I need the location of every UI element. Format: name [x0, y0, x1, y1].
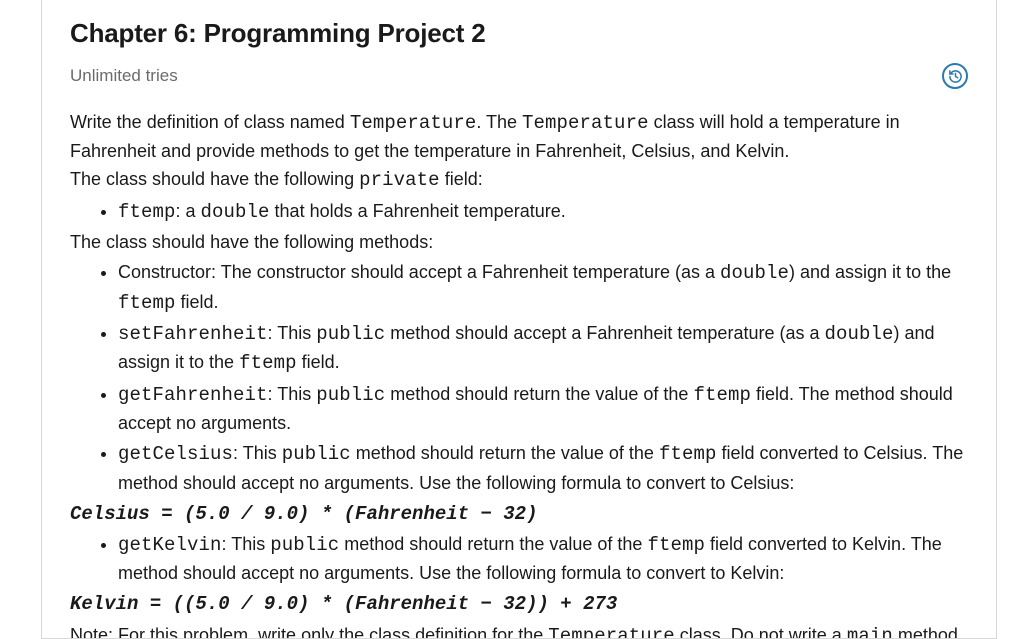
history-icon	[948, 69, 963, 84]
text: Note: For this problem, write only the c…	[70, 625, 548, 639]
list-item: setFahrenheit: This public method should…	[118, 320, 968, 379]
methods-list: Constructor: The constructor should acce…	[70, 259, 968, 497]
text: : This	[222, 534, 271, 554]
code-double: double	[720, 262, 789, 284]
text: : This	[268, 323, 317, 343]
code-double: double	[201, 201, 270, 223]
code-ftemp: ftemp	[659, 443, 717, 465]
list-item: getCelsius: This public method should re…	[118, 440, 968, 497]
text: method should return the value of the	[385, 384, 693, 404]
text: method should return the value of the	[351, 443, 659, 463]
text: method should accept a Fahrenheit temper…	[385, 323, 824, 343]
list-item: getKelvin: This public method should ret…	[118, 531, 968, 588]
code-ftemp: ftemp	[239, 352, 297, 374]
attempts-label: Unlimited tries	[70, 66, 178, 86]
code-public: public	[270, 534, 339, 556]
code-ftemp: ftemp	[118, 292, 176, 314]
celsius-formula: Celsius = (5.0 / 9.0) * (Fahrenheit − 32…	[70, 500, 968, 529]
page: Chapter 6: Programming Project 2 Unlimit…	[0, 0, 1024, 639]
text: . The	[476, 112, 522, 132]
code-private: private	[359, 169, 440, 191]
exercise-body: Write the definition of class named Temp…	[70, 109, 968, 639]
code-temperature: Temperature	[548, 625, 675, 639]
fields-list: ftemp: a double that holds a Fahrenheit …	[70, 198, 968, 227]
text: : This	[268, 384, 317, 404]
code-public: public	[282, 443, 351, 465]
text: class. Do not write a	[675, 625, 847, 639]
text: field:	[440, 169, 483, 189]
code-ftemp: ftemp	[693, 384, 751, 406]
methods-line: The class should have the following meth…	[70, 229, 968, 257]
code-ftemp: ftemp	[118, 201, 176, 223]
text: field.	[176, 292, 219, 312]
code-temperature: Temperature	[522, 112, 649, 134]
note-paragraph: Note: For this problem, write only the c…	[70, 622, 968, 639]
private-field-line: The class should have the following priv…	[70, 166, 968, 195]
text: The class should have the following	[70, 169, 359, 189]
list-item: Constructor: The constructor should acce…	[118, 259, 968, 318]
code-getcelsius: getCelsius	[118, 443, 233, 465]
text: : This	[233, 443, 282, 463]
text: that holds a Fahrenheit temperature.	[270, 201, 566, 221]
intro-paragraph: Write the definition of class named Temp…	[70, 109, 968, 166]
text: ) and assign it to the	[789, 262, 951, 282]
exercise-panel: Chapter 6: Programming Project 2 Unlimit…	[41, 0, 997, 639]
code-setfahrenheit: setFahrenheit	[118, 323, 268, 345]
text: Write the definition of class named	[70, 112, 350, 132]
text: method.	[893, 625, 963, 639]
code-ftemp: ftemp	[647, 534, 705, 556]
list-item: ftemp: a double that holds a Fahrenheit …	[118, 198, 968, 227]
code-public: public	[316, 384, 385, 406]
subtitle-row: Unlimited tries	[70, 63, 968, 89]
code-double: double	[825, 323, 894, 345]
methods-list-2: getKelvin: This public method should ret…	[70, 531, 968, 588]
list-item: getFahrenheit: This public method should…	[118, 381, 968, 438]
code-temperature: Temperature	[350, 112, 477, 134]
text: : a	[176, 201, 201, 221]
text: method should return the value of the	[339, 534, 647, 554]
text: Constructor: The constructor should acce…	[118, 262, 720, 282]
code-getkelvin: getKelvin	[118, 534, 222, 556]
page-title: Chapter 6: Programming Project 2	[70, 18, 968, 49]
code-getfahrenheit: getFahrenheit	[118, 384, 268, 406]
text: field.	[297, 352, 340, 372]
code-public: public	[316, 323, 385, 345]
history-button[interactable]	[942, 63, 968, 89]
kelvin-formula: Kelvin = ((5.0 / 9.0) * (Fahrenheit − 32…	[70, 590, 968, 619]
code-main: main	[847, 625, 893, 639]
